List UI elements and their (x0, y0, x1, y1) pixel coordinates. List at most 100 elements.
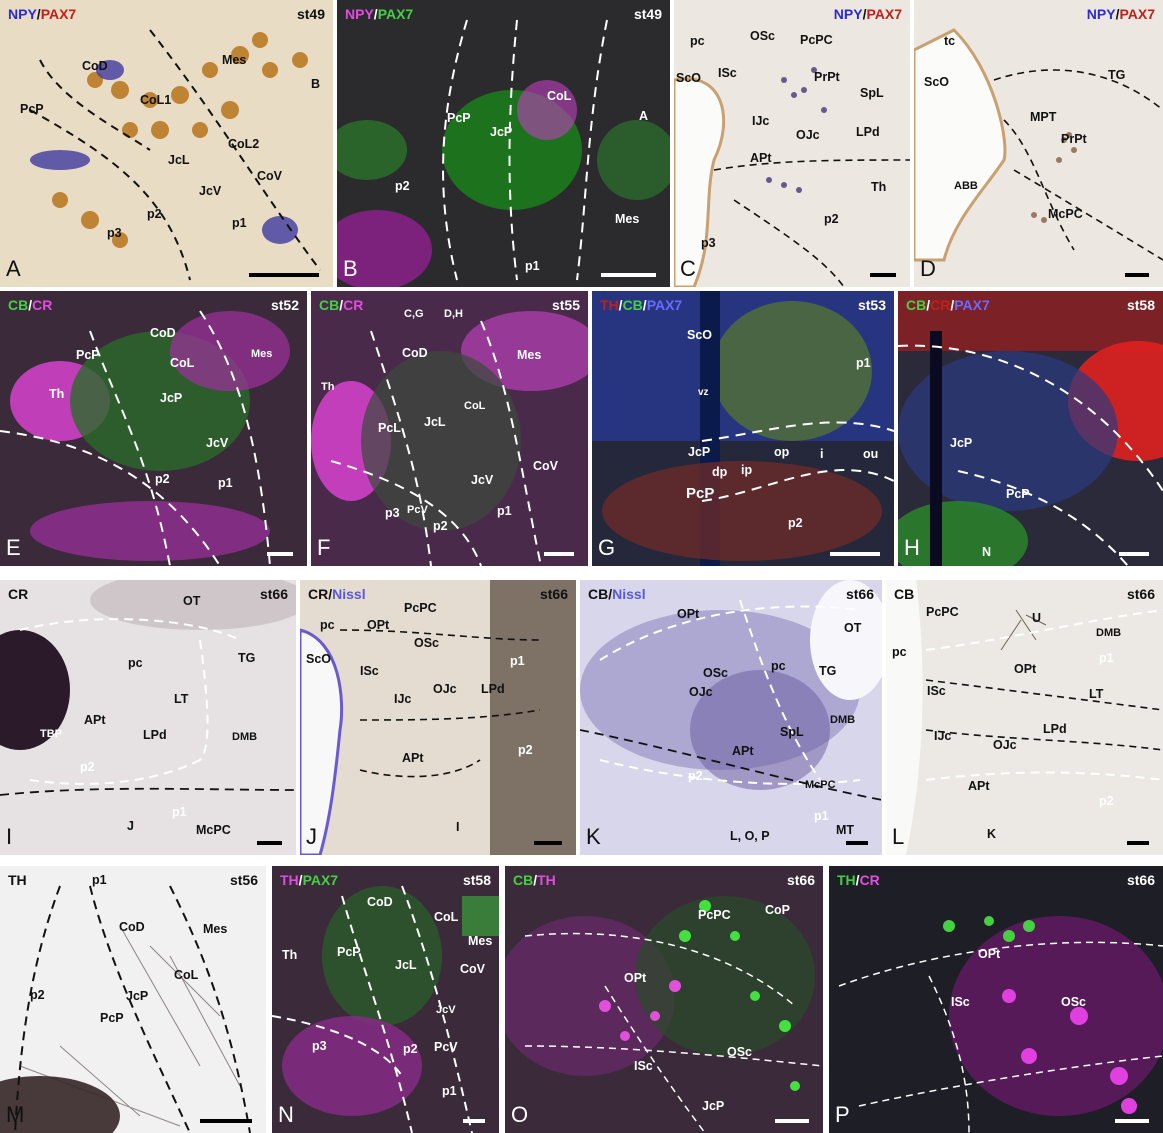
region-label: PcP (76, 348, 100, 362)
stain-part: TH (600, 297, 619, 313)
region-label: p2 (518, 743, 533, 757)
region-label: APt (402, 751, 424, 765)
region-label: DMB (232, 731, 258, 743)
region-label: N (982, 545, 992, 559)
stage-label: st58 (462, 872, 491, 888)
micrograph-g (592, 291, 894, 566)
stain-label: CB/CR (319, 297, 363, 313)
stain-part: CB (588, 586, 609, 602)
region-label: p1 (232, 216, 247, 230)
region-label: op (774, 445, 790, 459)
region-label: p2 (403, 1042, 418, 1056)
micrograph-l (886, 580, 1163, 855)
panel-p: TH/CR st66 OPt ISc OSc P (829, 866, 1163, 1133)
region-label: p1 (172, 805, 187, 819)
region-label: ip (741, 463, 753, 477)
panel-n: TH/PAX7 st58 CoD CoL Mes Th PcP JcL CoV … (272, 866, 499, 1133)
micrograph-j (300, 580, 576, 855)
micrograph-f (311, 291, 588, 566)
region-label: OT (183, 594, 201, 608)
stage-label: st52 (270, 297, 299, 313)
scale-bar (267, 552, 293, 556)
region-label: p2 (433, 519, 448, 533)
region-label: DMB (830, 714, 856, 726)
region-label: CoV (460, 962, 485, 976)
region-label: Mes (203, 922, 228, 936)
region-label: ISc (927, 684, 946, 698)
region-label: Mes (468, 934, 493, 948)
region-label: McPC (805, 779, 836, 791)
region-label: JcL (395, 958, 417, 972)
panel-letter: I (6, 824, 13, 849)
region-label: JcP (490, 125, 513, 139)
micrograph-i (0, 580, 296, 855)
region-label: LPd (856, 125, 880, 139)
region-label: SpL (780, 725, 804, 739)
region-label: L, O, P (730, 829, 770, 843)
stain-part: NPY (1086, 6, 1116, 22)
region-label: Th (49, 387, 65, 401)
stain-part: CR (930, 297, 951, 313)
stain-part: / (339, 297, 344, 313)
stain-part: CR (8, 586, 29, 602)
panel-letter: G (598, 535, 616, 560)
stain-part: Nissl (612, 586, 646, 602)
region-label: PrPt (814, 70, 840, 84)
region-label: CoD (82, 59, 108, 73)
region-label: p3 (701, 236, 716, 250)
region-label: CoL1 (140, 93, 172, 107)
stain-part: / (618, 297, 623, 313)
stain-part: PAX7 (866, 6, 902, 22)
panel-letter: P (835, 1102, 850, 1127)
panel-o: CB/TH st66 PcPC CoP OPt ISc OSc JcP O (505, 866, 823, 1133)
stain-label: CB/CR (8, 297, 52, 313)
stage-label: st66 (539, 586, 568, 602)
region-label: APt (750, 151, 772, 165)
region-label: OSc (727, 1045, 753, 1059)
region-label: p2 (788, 516, 803, 530)
region-label: APt (84, 713, 106, 727)
micrograph-o (505, 866, 823, 1133)
region-label: OSc (414, 636, 440, 650)
panel-j: CR/Nissl st66 PcPC pc OPt OSc ScO ISc p1… (300, 580, 576, 855)
region-label: PcV (407, 504, 428, 516)
region-label: Th (871, 180, 887, 194)
region-label: U (1032, 611, 1042, 625)
region-label: PrPt (1061, 132, 1087, 146)
region-label: pc (690, 34, 705, 48)
scale-bar (601, 273, 656, 277)
panel-h: CB/CR/PAX7 st58 JcP PcP N H (898, 291, 1163, 566)
stain-part: / (1115, 6, 1120, 22)
panel-i: CR st66 OT pc TG LT APt TBP LPd DMB p2 J… (0, 580, 296, 855)
region-label: OPt (978, 947, 1001, 961)
region-label: pc (128, 656, 143, 670)
stain-label: NPY/PAX7 (8, 6, 76, 22)
region-label: SpL (860, 86, 884, 100)
region-label: JcP (702, 1099, 725, 1113)
region-label: pc (771, 659, 786, 673)
stain-part: / (298, 872, 303, 888)
scale-bar (775, 1119, 809, 1123)
region-label: OT (844, 621, 862, 635)
scale-bar (1125, 273, 1149, 277)
stage-label: st66 (1126, 872, 1155, 888)
stain-part: PAX7 (646, 297, 683, 313)
region-label: Th (282, 948, 298, 962)
region-label: TG (819, 664, 837, 678)
micrograph-k (580, 580, 882, 855)
region-label: I (456, 820, 460, 834)
region-label: p1 (525, 259, 540, 273)
region-label: OPt (624, 971, 647, 985)
region-label: PcP (337, 945, 361, 959)
scale-bar (257, 841, 282, 845)
region-label: JcL (424, 415, 446, 429)
stain-part: / (373, 6, 378, 22)
panel-letter: H (904, 535, 920, 560)
stain-part: CB (319, 297, 340, 313)
region-label: Th (321, 381, 335, 393)
region-label: p1 (442, 1084, 457, 1098)
region-label: PcV (434, 1040, 458, 1054)
region-label: Mes (222, 53, 247, 67)
region-label: CoL (170, 356, 195, 370)
stage-label: st66 (845, 586, 874, 602)
